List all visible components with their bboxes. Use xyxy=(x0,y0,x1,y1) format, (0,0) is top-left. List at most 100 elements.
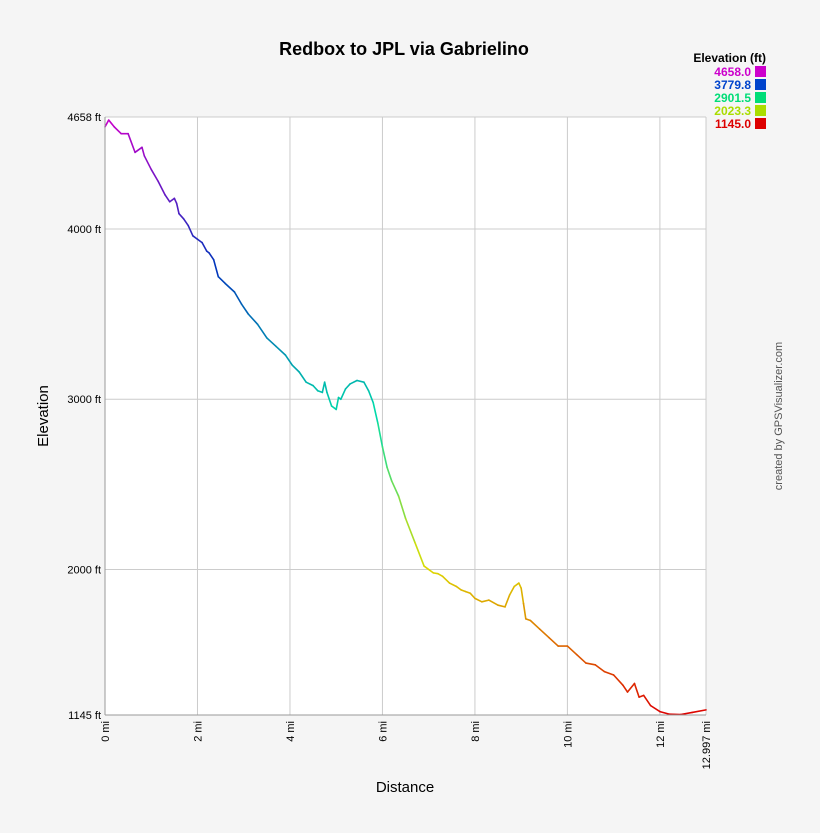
elevation-segment xyxy=(157,180,166,196)
elevation-segment xyxy=(638,694,645,698)
elevation-segment xyxy=(659,710,670,715)
y-axis-label: Elevation xyxy=(35,385,52,447)
elevation-segment xyxy=(642,694,652,707)
elevation-segment xyxy=(168,197,176,203)
elevation-segment xyxy=(196,238,203,244)
elevation-segment xyxy=(679,711,694,716)
elevation-segment xyxy=(437,572,444,578)
elevation-segment xyxy=(256,323,268,339)
legend-swatch xyxy=(755,92,766,103)
x-tick-label: 8 mi xyxy=(470,721,482,742)
elevation-segment xyxy=(150,168,159,183)
elevation-segment xyxy=(612,674,624,687)
credit-text: created by GPSVisualizer.com xyxy=(773,342,785,490)
elevation-segment xyxy=(538,628,550,639)
elevation-segment xyxy=(107,119,116,128)
y-tick-label: 3000 ft xyxy=(67,394,101,406)
legend-value: 3779.8 xyxy=(714,78,751,92)
x-tick-label: 2 mi xyxy=(192,721,204,742)
elevation-segment xyxy=(335,396,340,411)
elevation-segment xyxy=(622,684,629,693)
elevation-segment xyxy=(233,291,243,305)
elevation-segment xyxy=(390,480,400,498)
elevation-segment xyxy=(192,235,199,241)
elevation-segment xyxy=(217,275,227,285)
legend-swatch xyxy=(755,118,766,129)
elevation-segment xyxy=(344,383,351,390)
elevation-segment xyxy=(386,466,393,482)
legend-swatch xyxy=(755,105,766,116)
elevation-segment xyxy=(414,541,425,567)
elevation-segment xyxy=(404,517,416,544)
elevation-segment xyxy=(633,682,640,698)
elevation-segment xyxy=(224,282,236,293)
legend-value: 4658.0 xyxy=(714,65,751,79)
elevation-segment xyxy=(575,653,587,664)
elevation-segment xyxy=(305,381,314,387)
elevation-segment xyxy=(136,146,143,152)
elevation-segment xyxy=(448,582,458,588)
elevation-segment xyxy=(474,597,483,603)
elevation-segment xyxy=(529,619,541,630)
elevation-segment xyxy=(212,258,220,278)
elevation-segment xyxy=(356,379,365,384)
x-tick-label: 4 mi xyxy=(285,721,297,742)
elevation-segment xyxy=(340,388,347,401)
elevation-segment xyxy=(548,636,559,647)
x-tick-labels: 0 mi 2 mi 4 mi 6 mi 8 mi 10 mi 12 mi 12.997 mi xyxy=(100,721,713,769)
elevation-segment xyxy=(504,594,511,608)
elevation-segment xyxy=(469,592,476,600)
legend-value: 2023.3 xyxy=(714,104,751,118)
elevation-segment xyxy=(328,398,333,407)
elevation-segment xyxy=(464,590,472,595)
elevation-segment xyxy=(104,119,110,128)
legend-value: 1145.0 xyxy=(715,117,751,131)
chart-title: Redbox to JPL via Gabrielino xyxy=(279,39,529,59)
elevation-segment xyxy=(397,495,407,520)
elevation-segment xyxy=(291,364,301,373)
elevation-segment xyxy=(481,599,490,603)
legend: Elevation (ft) 4658.03779.82901.52023.31… xyxy=(693,51,766,131)
elevation-segment xyxy=(423,565,435,574)
x-tick-label: 10 mi xyxy=(562,721,574,748)
legend-swatch xyxy=(755,66,766,77)
x-tick-label: 12 mi xyxy=(655,721,667,748)
legend-value: 2901.5 xyxy=(714,91,751,105)
elevation-segment xyxy=(367,389,375,404)
elevation-segment xyxy=(312,384,319,392)
plot-area xyxy=(105,117,706,715)
elevation-segment xyxy=(298,371,307,384)
elevation-segment xyxy=(497,604,506,608)
elevation-segment xyxy=(266,337,277,348)
x-tick-label-end: 12.997 mi xyxy=(701,721,713,769)
elevation-segment xyxy=(372,401,379,424)
elevation-segment xyxy=(441,575,451,584)
y-tick-label: 4000 ft xyxy=(67,224,101,236)
elevation-segment xyxy=(585,662,596,666)
elevation-segment xyxy=(363,381,370,392)
elevation-segment xyxy=(247,313,259,326)
elevation-segment xyxy=(164,194,171,203)
elevation-segment xyxy=(522,602,527,620)
elevation-segment xyxy=(326,391,331,401)
elevation-segment xyxy=(513,582,520,588)
elevation-segment xyxy=(508,585,516,596)
elevation-segment xyxy=(603,670,615,676)
elevation-segment xyxy=(649,704,661,713)
elevation-segment xyxy=(275,345,287,356)
legend-swatch xyxy=(755,79,766,90)
elevation-segment xyxy=(691,709,707,714)
elevation-segment xyxy=(201,241,208,252)
elevation-segment xyxy=(284,354,294,366)
elevation-segment xyxy=(127,132,136,154)
elevation-segment xyxy=(488,599,499,607)
elevation-segment xyxy=(566,645,578,656)
elevation-segment xyxy=(323,381,328,394)
y-tick-label: 4658 ft xyxy=(67,112,101,124)
elevation-segment xyxy=(377,422,384,448)
elevation-segment xyxy=(143,155,153,171)
x-axis-label: Distance xyxy=(376,779,434,796)
elevation-segment xyxy=(178,212,185,220)
